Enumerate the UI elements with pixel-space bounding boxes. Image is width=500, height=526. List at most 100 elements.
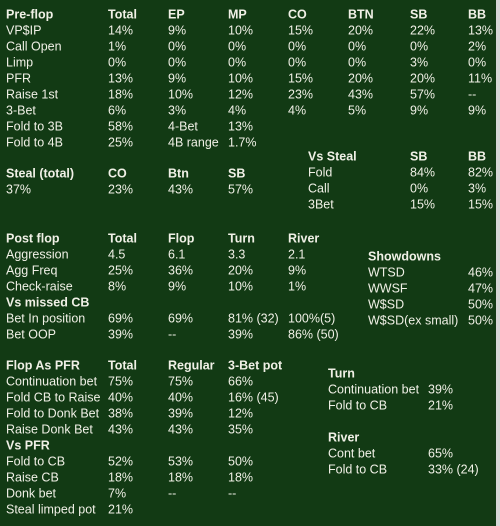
stat-cell: -- [468, 87, 476, 101]
stat-cell: 14% [108, 23, 133, 37]
stat-cell: 0% [410, 39, 428, 53]
stat-cell: 22% [410, 23, 435, 37]
stat-cell: 13% [228, 119, 253, 133]
stat-cell: 57% [410, 87, 435, 101]
stat-cell: 0% [108, 55, 126, 69]
row-label: 37% [6, 182, 31, 196]
stat-cell: 5% [348, 103, 366, 117]
stat-cell: 15% [410, 197, 435, 211]
stat-cell: 2% [468, 39, 486, 53]
stat-cell: Flop [168, 231, 195, 245]
stat-cell: 25% [108, 263, 133, 277]
row-label: Fold to CB [328, 398, 387, 412]
stat-cell: 43% [108, 422, 133, 436]
stat-cell: 0% [288, 55, 306, 69]
stat-cell: 25% [108, 135, 133, 149]
stat-cell: Regular [168, 358, 215, 372]
stat-cell: 10% [168, 87, 193, 101]
row-label: WTSD [368, 265, 405, 279]
stat-cell: 1% [108, 39, 126, 53]
stat-cell: 46% [468, 265, 493, 279]
stat-cell: 2.1 [288, 247, 305, 261]
stat-cell: 50% [468, 297, 493, 311]
stat-cell: 6% [108, 103, 126, 117]
stat-cell: 39% [228, 327, 253, 341]
stat-cell: 15% [288, 23, 313, 37]
row-label: Fold to CB [328, 462, 387, 476]
stat-cell: 8% [108, 279, 126, 293]
stat-cell: 3% [468, 181, 486, 195]
stat-cell: 7% [108, 486, 126, 500]
stat-cell: 81% (32) [228, 311, 279, 325]
row-label: Raise 1st [6, 87, 59, 101]
row-label: WWSF [368, 281, 408, 295]
stat-cell: 65% [428, 446, 453, 460]
stat-cell: 39% [168, 406, 193, 420]
row-label: Fold to 3B [6, 119, 63, 133]
row-label: Agg Freq [6, 263, 57, 277]
stat-cell: 20% [410, 71, 435, 85]
stat-cell: 23% [288, 87, 313, 101]
row-label: Call Open [6, 39, 62, 53]
row-label: Bet In position [6, 311, 85, 325]
row-label: Fold to CB [6, 454, 65, 468]
row-label: Bet OOP [6, 327, 56, 341]
row-label: VP$IP [6, 23, 41, 37]
stat-cell: 35% [228, 422, 253, 436]
stat-cell: 39% [108, 327, 133, 341]
stat-cell: 4% [228, 103, 246, 117]
stat-cell: Total [108, 358, 137, 372]
stat-cell: 10% [228, 279, 253, 293]
stat-cell: MP [228, 7, 247, 21]
stat-cell: 40% [108, 390, 133, 404]
stat-cell: 4.5 [108, 247, 125, 261]
stat-cell: 10% [228, 23, 253, 37]
row-label: Continuation bet [328, 382, 420, 396]
row-label: Fold CB to Raise [6, 390, 101, 404]
row-label: Cont bet [328, 446, 376, 460]
row-label: Flop As PFR [6, 358, 80, 372]
stat-cell: 20% [228, 263, 253, 277]
row-label: Vs missed CB [6, 295, 89, 309]
stat-cell: 69% [168, 311, 193, 325]
row-label: Vs PFR [6, 438, 50, 452]
stat-cell: 9% [168, 23, 186, 37]
stat-cell: 20% [348, 71, 373, 85]
stat-cell: SB [228, 166, 245, 180]
stat-cell: 3-Bet pot [228, 358, 283, 372]
stat-cell: 43% [168, 182, 193, 196]
stat-cell: 3% [168, 103, 186, 117]
stat-cell: 18% [108, 87, 133, 101]
row-label: Steal limped pot [6, 502, 96, 516]
row-label: 3Bet [308, 197, 334, 211]
stat-cell: 50% [228, 454, 253, 468]
stat-cell: 11% [468, 71, 492, 85]
stat-cell: 0% [168, 55, 186, 69]
row-label: Aggression [6, 247, 69, 261]
stat-cell: 1% [288, 279, 306, 293]
row-label: River [328, 430, 359, 444]
stat-cell: 10% [228, 71, 253, 85]
stat-cell: BB [468, 149, 486, 163]
row-label: Limp [6, 55, 33, 69]
stat-cell: 82% [468, 165, 493, 179]
stat-cell: 13% [108, 71, 133, 85]
stat-cell: 18% [228, 470, 253, 484]
stat-cell: 18% [168, 470, 193, 484]
stat-cell: 9% [410, 103, 428, 117]
stat-cell: 66% [228, 374, 253, 388]
stat-cell: 75% [108, 374, 133, 388]
stat-cell: 58% [108, 119, 133, 133]
stat-cell: 86% (50) [288, 327, 339, 341]
stat-cell: 50% [468, 313, 493, 327]
row-label: Pre-flop [6, 7, 54, 21]
row-label: Steal (total) [6, 166, 74, 180]
stat-cell: 43% [348, 87, 373, 101]
stat-cell: 1.7% [228, 135, 257, 149]
stat-cell: 16% (45) [228, 390, 279, 404]
stat-cell: 15% [288, 71, 313, 85]
stat-cell: 21% [428, 398, 453, 412]
stat-cell: 39% [428, 382, 453, 396]
